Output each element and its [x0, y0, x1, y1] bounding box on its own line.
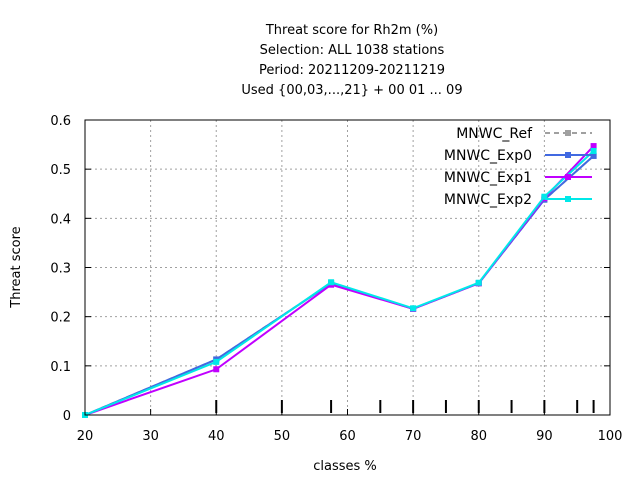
y-tick-label: 0.5: [50, 163, 71, 178]
legend-label: MNWC_Exp0: [444, 148, 532, 164]
x-tick-label: 30: [142, 429, 159, 444]
x-tick-label: 50: [274, 429, 291, 444]
x-tick-label: 80: [470, 429, 487, 444]
y-tick-label: 0.1: [50, 360, 71, 375]
legend: MNWC_Ref MNWC_Exp0 MNWC_Exp1 MNWC_Exp2: [444, 126, 592, 208]
legend-marker: [565, 130, 571, 136]
data-point: [213, 366, 220, 373]
y-axis-label: Threat score: [9, 226, 24, 308]
legend-label: MNWC_Ref: [456, 126, 533, 142]
y-tick-label: 0.3: [50, 262, 71, 277]
y-tick-label: 0.4: [50, 212, 71, 227]
x-tick-label: 70: [405, 429, 422, 444]
x-tick-label: 20: [77, 429, 94, 444]
legend-marker: [565, 152, 571, 158]
axis-ticks: 20 30 40 50 60 70 80 90 100 0 0.1 0.2 0.3 0.4 0.5 0.6: [50, 114, 622, 444]
title-line: Selection: ALL 1038 stations: [260, 43, 445, 58]
chart-title: Threat score for Rh2m (%) Selection: ALL …: [241, 23, 462, 98]
data-point: [213, 358, 220, 365]
data-point: [410, 305, 417, 312]
y-tick-label: 0.6: [50, 114, 71, 129]
data-point: [590, 143, 597, 150]
legend-label: MNWC_Exp2: [444, 192, 532, 208]
x-tick-label: 90: [536, 429, 553, 444]
y-tick-label: 0.2: [50, 311, 71, 326]
legend-marker: [565, 196, 571, 202]
x-tick-label: 100: [598, 429, 623, 444]
grid-lines: [85, 120, 610, 415]
data-point: [590, 147, 597, 154]
data-point: [475, 279, 482, 286]
x-tick-label: 60: [339, 429, 356, 444]
title-line: Threat score for Rh2m (%): [265, 23, 438, 38]
x-tick-label: 40: [208, 429, 225, 444]
series-line: [84, 145, 595, 416]
data-point: [541, 193, 548, 200]
plot-frame: [84, 119, 611, 416]
x-axis-label: classes %: [313, 459, 377, 474]
legend-marker: [565, 174, 571, 180]
series-lines: [82, 143, 597, 418]
data-point: [590, 152, 597, 159]
legend-label: MNWC_Exp1: [444, 170, 532, 186]
series-line: [84, 150, 595, 416]
data-point: [328, 279, 335, 286]
title-line: Period: 20211209-20211219: [259, 63, 445, 78]
title-line: Used {00,03,...,21} + 00 01 ... 09: [241, 83, 462, 98]
y-tick-label: 0: [63, 409, 71, 424]
